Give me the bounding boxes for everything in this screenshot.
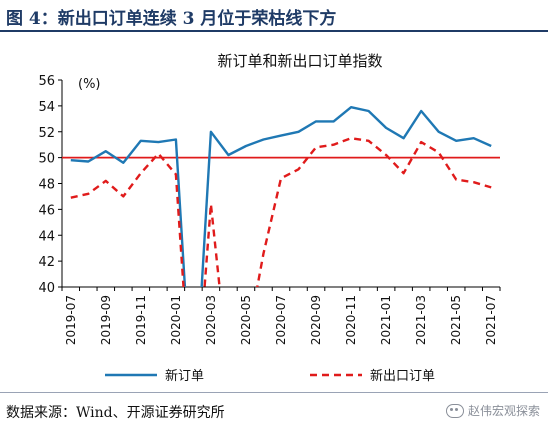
x-tick-label: 2021-05 [449, 295, 463, 345]
x-tick-label: 2019-11 [134, 295, 148, 345]
series-line-0 [70, 106, 492, 287]
x-tick-label: 2020-05 [239, 295, 253, 345]
x-tick-label: 2019-09 [99, 295, 113, 345]
legend-label-1: 新出口订单 [370, 368, 435, 384]
x-tick-label: 2020-07 [274, 295, 288, 345]
x-tick-label: 2019-07 [64, 295, 78, 345]
title-rule [0, 30, 548, 32]
figure-title: 图 4：新出口订单连续 3 月位于荣枯线下方 [6, 9, 337, 29]
source-note: 数据来源：Wind、开源证券研究所 [6, 405, 225, 421]
line-chart: 新订单和新出口订单指数 (%) 40 42 44 46 48 50 52 54 56 2019-0… [38, 52, 501, 384]
y-tick-label: 44 [38, 229, 55, 244]
watermark: 赵伟宏观探索 [445, 402, 540, 419]
y-tick-label: 40 [38, 281, 55, 296]
x-tick-label: 2021-01 [379, 295, 393, 345]
legend-label-0: 新订单 [165, 368, 204, 384]
x-tick-label: 2021-03 [414, 295, 428, 345]
y-tick-label: 48 [38, 178, 55, 193]
x-tick-label: 2020-03 [204, 295, 218, 345]
x-tick-label: 2020-01 [169, 295, 183, 345]
watermark-label: 赵伟宏观探索 [467, 404, 540, 418]
y-tick-label: 50 [38, 152, 55, 167]
x-tick-label: 2020-09 [309, 295, 323, 345]
bottom-rule [0, 392, 548, 393]
y-tick-label: 54 [38, 100, 55, 115]
y-axis-unit: (%) [78, 77, 101, 92]
x-tick-label: 2020-11 [344, 295, 358, 345]
plot-area: 40 42 44 46 48 50 52 54 56 2019-07 2019-09 2019-11 2… [38, 74, 501, 384]
series-line-1 [70, 137, 492, 287]
y-tick-label: 42 [38, 255, 55, 270]
y-tick-label: 56 [38, 74, 55, 89]
y-tick-label: 46 [38, 203, 55, 218]
chart-title: 新订单和新出口订单指数 [217, 52, 382, 70]
wechat-icon [445, 403, 464, 418]
y-tick-label: 52 [38, 126, 55, 141]
x-tick-label: 2021-07 [484, 295, 498, 345]
